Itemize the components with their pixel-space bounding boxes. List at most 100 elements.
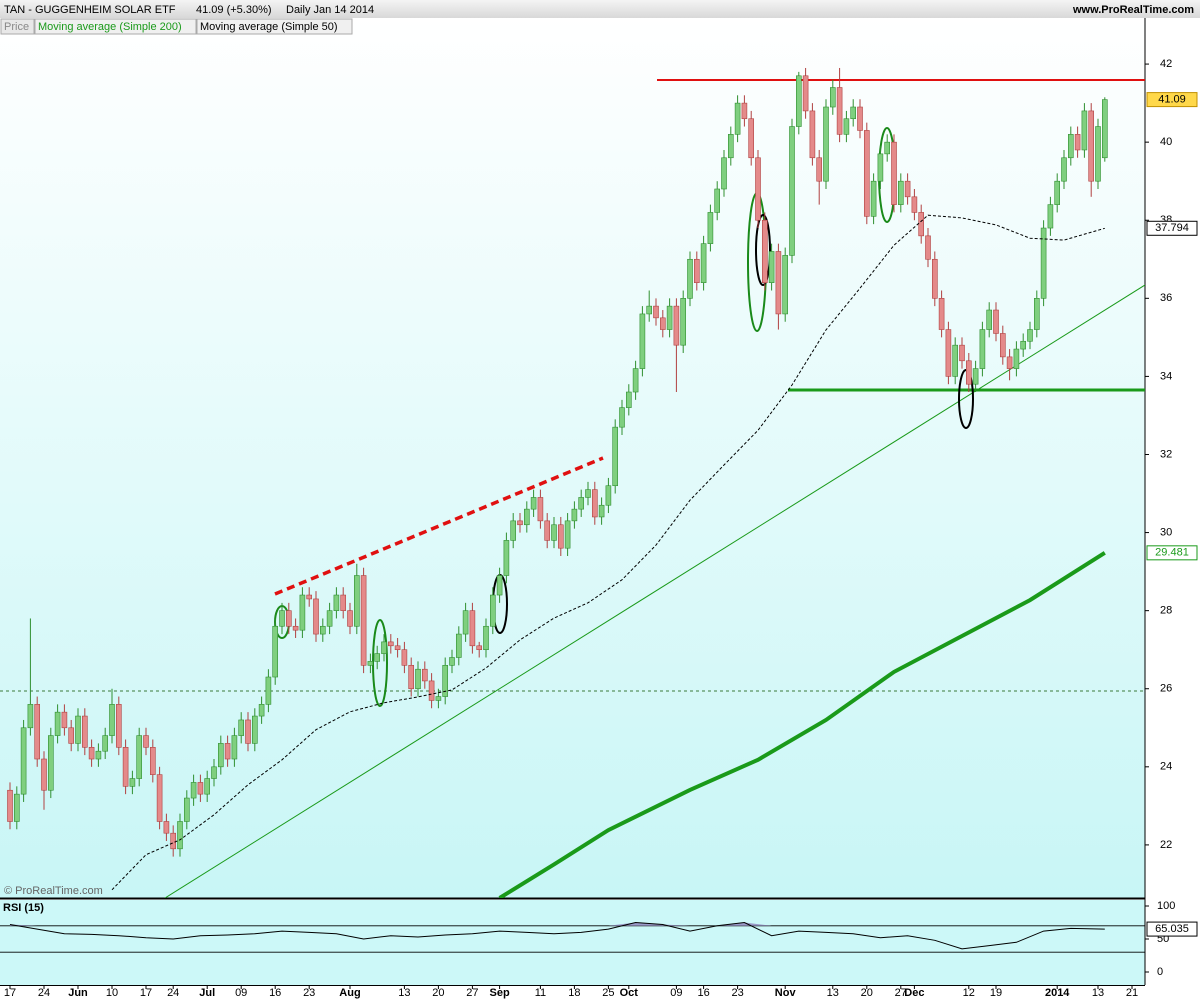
x-tick-label: 25 (602, 987, 614, 999)
rsi-plot (0, 921, 1145, 953)
candle-body (761, 219, 768, 284)
header-bar (0, 0, 1200, 18)
candle-body (313, 598, 319, 635)
candle-body (680, 298, 687, 346)
candle-body (625, 391, 632, 408)
x-tick-label: 12 (963, 987, 975, 999)
candle-body (836, 87, 843, 135)
candle-body (925, 235, 931, 260)
candle-body (14, 793, 20, 822)
x-tick-label: 17 (140, 987, 152, 999)
price-plot (7, 67, 1108, 898)
candle-body (802, 75, 809, 112)
candle-body (673, 305, 680, 346)
candle-body (782, 255, 789, 315)
y-tick-label: 30 (1160, 526, 1172, 538)
candle-body (850, 106, 857, 120)
candle-body (775, 251, 782, 315)
candle-body (231, 735, 238, 760)
legend-price: Price (4, 21, 29, 33)
website: www.ProRealTime.com (1072, 4, 1194, 16)
candle-body (1061, 157, 1067, 182)
candle-body (748, 118, 755, 159)
value-label: 29.481 (1155, 547, 1189, 559)
candle-body (884, 141, 891, 155)
candle-body (993, 309, 999, 334)
trend-line (164, 284, 1145, 898)
rising-highs-line (274, 456, 604, 596)
candle-body (224, 743, 231, 760)
rsi-tick-label: 0 (1157, 966, 1163, 978)
candle-body (156, 774, 163, 822)
candle-body (1074, 134, 1081, 151)
candle-body (605, 485, 612, 506)
y-tick-label: 26 (1160, 683, 1172, 695)
candle-body (1013, 348, 1020, 369)
candle-body (483, 625, 489, 650)
candle-body (496, 575, 503, 596)
candle-body (292, 625, 299, 631)
candle-body (360, 575, 367, 666)
quote: 41.09 (+5.30%) (196, 4, 272, 16)
candle-body (1068, 134, 1074, 159)
candle-body (258, 704, 265, 717)
y-tick-label: 28 (1160, 605, 1172, 617)
candle-body (693, 258, 700, 284)
candle-body (143, 735, 149, 748)
x-tick-label: 27 (466, 987, 478, 999)
rsi-value-label: 65.035 (1155, 923, 1189, 935)
x-tick-label: Oct (620, 987, 639, 999)
candle-body (1020, 340, 1027, 350)
candle-body (741, 102, 748, 120)
y-tick-label: 32 (1160, 448, 1172, 460)
candle-body (700, 243, 707, 284)
candle-body (612, 426, 619, 487)
x-tick-label: 24 (38, 987, 50, 999)
candle-body (938, 298, 945, 330)
candle-body (551, 524, 557, 541)
candle-body (469, 610, 476, 647)
candle-body (197, 782, 204, 795)
legend-entry: Moving average (Simple 200) (38, 21, 182, 33)
candle-body (789, 126, 795, 256)
candle-body (272, 625, 279, 678)
x-tick-label: 16 (697, 987, 709, 999)
x-tick-label: 27 (895, 987, 907, 999)
candle-body (442, 665, 449, 697)
candle-body (204, 778, 210, 795)
candle-body (20, 727, 27, 795)
x-tick-label: 18 (568, 987, 580, 999)
candle-body (211, 766, 217, 779)
candle-body (1081, 110, 1088, 151)
ellipse (755, 214, 771, 286)
y-tick-label: 22 (1160, 839, 1172, 851)
candle-body (408, 665, 415, 690)
candle-body (319, 625, 326, 635)
candle-body (68, 727, 74, 744)
candle-body (632, 368, 639, 393)
x-tick-label: 19 (990, 987, 1002, 999)
x-tick-label: 20 (861, 987, 873, 999)
candle-body (598, 504, 605, 518)
candle-body (245, 719, 251, 744)
candle-body (979, 329, 986, 369)
candle-body (863, 130, 870, 217)
candle-body (1095, 126, 1101, 182)
candle-body (347, 610, 353, 627)
x-tick-label: 13 (1092, 987, 1104, 999)
x-tick-label: 21 (1126, 987, 1138, 999)
candle-body (972, 368, 979, 385)
x-tick-label: Aug (339, 987, 360, 999)
value-box (1146, 545, 1198, 561)
candle-body (591, 489, 598, 518)
candle-body (959, 344, 965, 362)
x-tick-label: Nov (775, 987, 797, 999)
candle-body (265, 676, 272, 705)
candle-body (129, 778, 136, 787)
candle-body (190, 782, 197, 799)
candle-body (829, 87, 836, 108)
x-tick-label: Sep (490, 987, 510, 999)
candle-body (252, 715, 258, 744)
x-tick-label: Jul (199, 987, 215, 999)
